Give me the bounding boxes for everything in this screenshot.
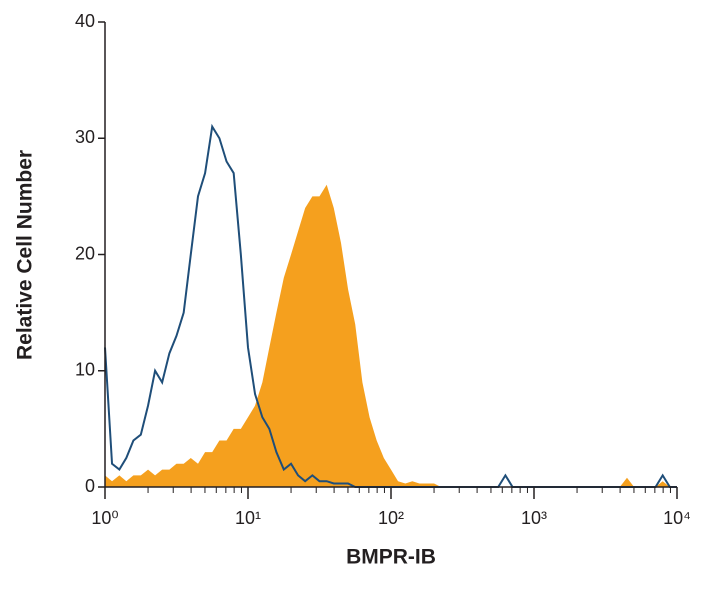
y-tick-label: 30: [75, 127, 95, 147]
x-tick-label: 10⁴: [663, 508, 691, 528]
y-tick-label: 40: [75, 11, 95, 31]
y-tick-label: 0: [85, 476, 95, 496]
y-tick-label: 10: [75, 360, 95, 380]
x-tick-label: 10³: [521, 508, 547, 528]
x-tick-label: 10⁰: [91, 508, 118, 528]
x-tick-label: 10¹: [235, 508, 261, 528]
histogram-area: [105, 184, 677, 487]
y-axis-label: Relative Cell Number: [14, 150, 37, 360]
histogram-line: [104, 123, 677, 488]
x-tick-label: 10²: [378, 508, 404, 528]
y-tick-label: 20: [75, 243, 95, 263]
x-axis-label: BMPR-IB: [346, 546, 436, 569]
